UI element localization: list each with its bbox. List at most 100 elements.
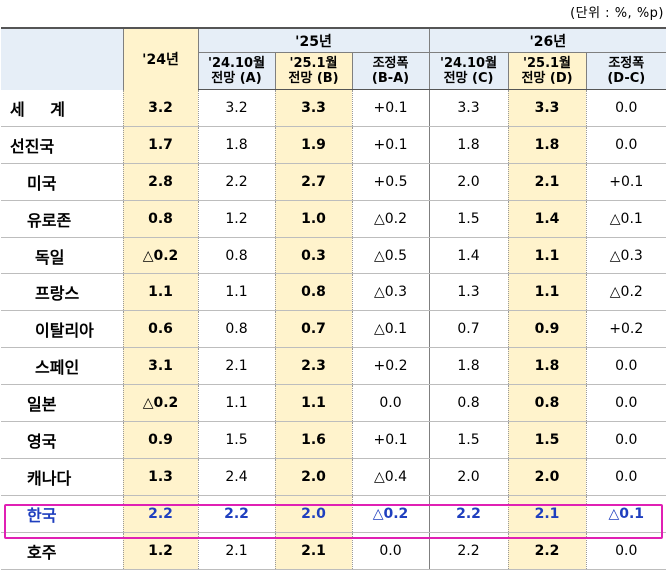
value-2025-b: 2.0 xyxy=(274,458,352,496)
value-2025-b: 1.6 xyxy=(274,421,352,459)
value-2026-d: 1.1 xyxy=(507,237,587,275)
value-2024: 3.2 xyxy=(122,89,198,127)
value-2025-b: 2.0 xyxy=(274,495,352,533)
value-2024: △0.2 xyxy=(122,237,198,275)
row-label: 스페인 xyxy=(1,347,123,386)
row-label: 영국 xyxy=(1,421,123,459)
value-2025-a: 1.1 xyxy=(197,273,275,312)
value-2025-adj: △0.5 xyxy=(351,237,430,275)
value-2026-adj: +0.1 xyxy=(585,163,667,201)
header-2024: '24년 xyxy=(122,27,198,90)
growth-forecast-table: '24년 '25년 '26년 '24.10월 전망 (A) '25.1월 전망 (B… xyxy=(1,27,667,570)
value-2025-a: 2.2 xyxy=(197,163,275,201)
value-2026-c: 2.0 xyxy=(428,163,509,201)
value-2025-adj: +0.2 xyxy=(351,347,430,386)
value-2026-adj: 0.0 xyxy=(585,384,667,423)
value-2025-adj: +0.1 xyxy=(351,421,430,459)
value-2025-b: 0.8 xyxy=(274,273,352,312)
header-group-2025: '25년 xyxy=(197,27,430,53)
value-2025-b: 0.7 xyxy=(274,310,352,349)
value-2026-d: 1.8 xyxy=(507,126,587,164)
value-2025-adj: △0.2 xyxy=(351,495,430,533)
value-2025-a: 2.1 xyxy=(197,532,275,570)
value-2026-adj: △0.2 xyxy=(585,273,667,312)
value-2026-d: 3.3 xyxy=(507,89,587,127)
value-2026-adj: 0.0 xyxy=(585,532,667,570)
value-2025-adj: 0.0 xyxy=(351,384,430,423)
value-2026-c: 1.5 xyxy=(428,200,509,238)
value-2025-b: 1.9 xyxy=(274,126,352,164)
table-row: 프랑스 1.1 1.1 0.8 △0.3 1.3 1.1 △0.2 xyxy=(1,273,667,312)
header-group-2026: '26년 xyxy=(428,27,667,53)
value-2026-c: 1.4 xyxy=(428,237,509,275)
value-2026-d: 2.1 xyxy=(507,163,587,201)
value-2025-adj: 0.0 xyxy=(351,532,430,570)
value-2025-a: 0.8 xyxy=(197,310,275,349)
value-2025-adj: +0.1 xyxy=(351,89,430,127)
row-label: 세 계 xyxy=(1,89,123,127)
value-2026-adj: △0.3 xyxy=(585,237,667,275)
row-label: 호주 xyxy=(1,532,123,570)
value-2025-adj: △0.4 xyxy=(351,458,430,496)
header-2025-adjustment: 조정폭 (B-A) xyxy=(351,52,430,90)
unit-note: (단위 : %, %p) xyxy=(570,6,664,21)
value-2026-d: 1.4 xyxy=(507,200,587,238)
value-2025-a: 1.5 xyxy=(197,421,275,459)
row-label: 이탈리아 xyxy=(1,310,123,349)
value-2025-b: 3.3 xyxy=(274,89,352,127)
value-2026-c: 1.8 xyxy=(428,347,509,386)
value-2026-c: 3.3 xyxy=(428,89,509,127)
header-2025-oct-forecast: '24.10월 전망 (A) xyxy=(197,52,275,90)
value-2026-d: 0.8 xyxy=(507,384,587,423)
value-2025-b: 1.1 xyxy=(274,384,352,423)
value-2026-c: 2.2 xyxy=(428,495,509,533)
table-row: 캐나다 1.3 2.4 2.0 △0.4 2.0 2.0 0.0 xyxy=(1,458,667,496)
value-2026-adj: △0.1 xyxy=(585,495,667,533)
value-2026-adj: 0.0 xyxy=(585,126,667,164)
table-row: 독일 △0.2 0.8 0.3 △0.5 1.4 1.1 △0.3 xyxy=(1,237,667,275)
value-2026-c: 0.7 xyxy=(428,310,509,349)
header-2026-adjustment: 조정폭 (D-C) xyxy=(585,52,667,90)
value-2026-d: 2.1 xyxy=(507,495,587,533)
value-2026-adj: 0.0 xyxy=(585,458,667,496)
value-2025-a: 3.2 xyxy=(197,89,275,127)
value-2026-d: 2.0 xyxy=(507,458,587,496)
value-2026-adj: +0.2 xyxy=(585,310,667,349)
value-2026-d: 0.9 xyxy=(507,310,587,349)
value-2025-adj: +0.5 xyxy=(351,163,430,201)
value-2024: 0.8 xyxy=(122,200,198,238)
value-2025-adj: +0.1 xyxy=(351,126,430,164)
value-2025-a: 1.1 xyxy=(197,384,275,423)
row-label: 일본 xyxy=(1,384,123,423)
value-2024: 1.7 xyxy=(122,126,198,164)
value-2026-adj: 0.0 xyxy=(585,347,667,386)
header-label-cell xyxy=(1,27,123,90)
row-label: 미국 xyxy=(1,163,123,201)
value-2024: 2.8 xyxy=(122,163,198,201)
value-2025-b: 2.7 xyxy=(274,163,352,201)
value-2026-c: 2.0 xyxy=(428,458,509,496)
table-row: 세 계 3.2 3.2 3.3 +0.1 3.3 3.3 0.0 xyxy=(1,89,667,127)
value-2026-c: 1.5 xyxy=(428,421,509,459)
value-2025-b: 0.3 xyxy=(274,237,352,275)
value-2026-adj: 0.0 xyxy=(585,421,667,459)
value-2026-adj: △0.1 xyxy=(585,200,667,238)
value-2026-c: 0.8 xyxy=(428,384,509,423)
value-2024: 3.1 xyxy=(122,347,198,386)
row-label: 캐나다 xyxy=(1,458,123,496)
value-2025-a: 2.2 xyxy=(197,495,275,533)
value-2024: 1.3 xyxy=(122,458,198,496)
value-2026-c: 2.2 xyxy=(428,532,509,570)
table-row: 이탈리아 0.6 0.8 0.7 △0.1 0.7 0.9 +0.2 xyxy=(1,310,667,349)
value-2025-a: 1.8 xyxy=(197,126,275,164)
value-2025-a: 1.2 xyxy=(197,200,275,238)
table-row: 영국 0.9 1.5 1.6 +0.1 1.5 1.5 0.0 xyxy=(1,421,667,459)
row-label: 프랑스 xyxy=(1,273,123,312)
value-2026-d: 1.5 xyxy=(507,421,587,459)
value-2025-a: 2.1 xyxy=(197,347,275,386)
value-2025-adj: △0.2 xyxy=(351,200,430,238)
value-2025-a: 0.8 xyxy=(197,237,275,275)
value-2025-a: 2.4 xyxy=(197,458,275,496)
table-row: 스페인 3.1 2.1 2.3 +0.2 1.8 1.8 0.0 xyxy=(1,347,667,386)
value-2024: 2.2 xyxy=(122,495,198,533)
